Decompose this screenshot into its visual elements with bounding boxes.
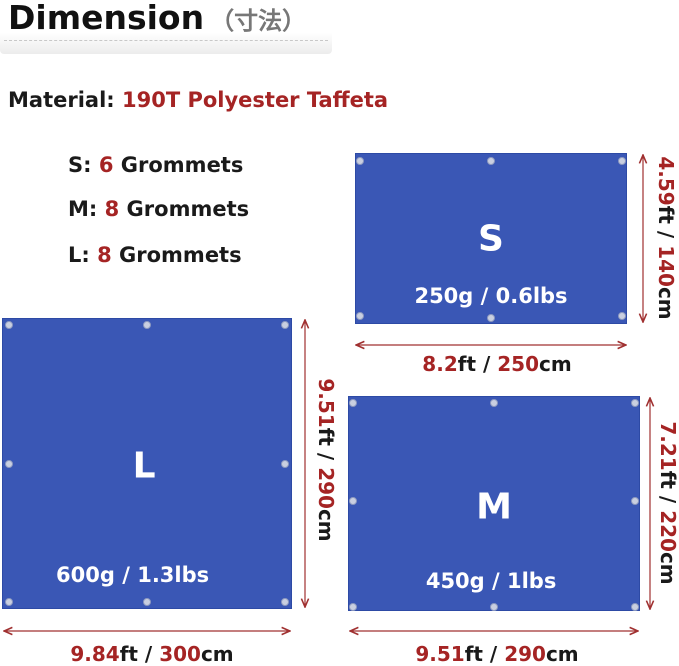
- size-label: L:: [68, 243, 90, 267]
- tarp-size-letter: L: [132, 445, 156, 487]
- grommet-icon: [281, 459, 290, 468]
- material-line: Material: 190T Polyester Taffeta: [8, 88, 388, 112]
- title-subtitle: （寸法）: [210, 7, 307, 35]
- tarp-weight: 250g / 0.6lbs: [414, 284, 568, 308]
- material-value: 190T Polyester Taffeta: [121, 88, 389, 112]
- material-label: Material:: [8, 88, 115, 112]
- grommet-icon: [143, 320, 151, 329]
- grommets-m: M: 8 Grommets: [68, 197, 249, 221]
- title-banner: [0, 0, 332, 54]
- grommet-icon: [143, 598, 151, 607]
- grommet-icon: [281, 320, 290, 329]
- grommet-icon: [349, 497, 358, 506]
- grommet-icon: [281, 598, 290, 607]
- grommet-label: Grommets: [126, 197, 250, 221]
- grommet-count: 8: [104, 197, 120, 221]
- grommet-icon: [630, 602, 639, 611]
- grommet-icon: [487, 313, 495, 322]
- tarp-m: M 450g / 1lbs: [348, 396, 640, 611]
- grommet-count: 8: [97, 243, 112, 267]
- m-height-label: 7.21ft / 220cm: [656, 421, 679, 585]
- grommet-icon: [487, 156, 495, 165]
- grommet-icon: [4, 320, 13, 329]
- grommet-icon: [4, 598, 13, 607]
- grommet-label: Grommets: [120, 153, 244, 177]
- grommet-icon: [356, 156, 365, 165]
- grommet-icon: [490, 602, 498, 611]
- grommet-label: Grommets: [119, 243, 242, 267]
- tarp-size-letter: M: [476, 486, 512, 528]
- grommet-icon: [4, 459, 13, 468]
- title-text: Dimension: [8, 0, 205, 37]
- grommet-icon: [490, 399, 498, 408]
- size-label: S:: [68, 153, 92, 177]
- grommet-icon: [349, 399, 358, 408]
- grommet-icon: [617, 312, 626, 321]
- tarp-l: L 600g / 1.3lbs: [2, 318, 292, 609]
- tarp-size-letter: S: [478, 218, 504, 259]
- l-height-label: 9.51ft / 290cm: [314, 378, 338, 542]
- tarp-weight: 600g / 1.3lbs: [56, 563, 210, 587]
- grommet-count: 6: [98, 153, 114, 177]
- grommet-icon: [356, 312, 365, 321]
- grommet-icon: [630, 497, 639, 506]
- tarp-weight: 450g / 1lbs: [425, 569, 557, 593]
- page-title: Dimension （寸法）: [8, 0, 306, 37]
- s-width-label: 8.2ft / 250cm: [422, 352, 572, 376]
- size-label: M:: [68, 197, 98, 221]
- grommets-l: L: 8 Grommets: [68, 243, 242, 267]
- divider: [4, 40, 328, 41]
- l-width-label: 9.84ft / 300cm: [70, 642, 234, 666]
- grommet-icon: [617, 156, 626, 165]
- tarp-s: S 250g / 0.6lbs: [355, 153, 627, 324]
- grommet-icon: [349, 602, 358, 611]
- s-height-label: 4.59ft / 140cm: [654, 156, 678, 320]
- grommets-s: S: 6 Grommets: [68, 153, 243, 177]
- m-width-label: 9.51ft / 290cm: [415, 642, 579, 666]
- grommet-icon: [630, 399, 639, 408]
